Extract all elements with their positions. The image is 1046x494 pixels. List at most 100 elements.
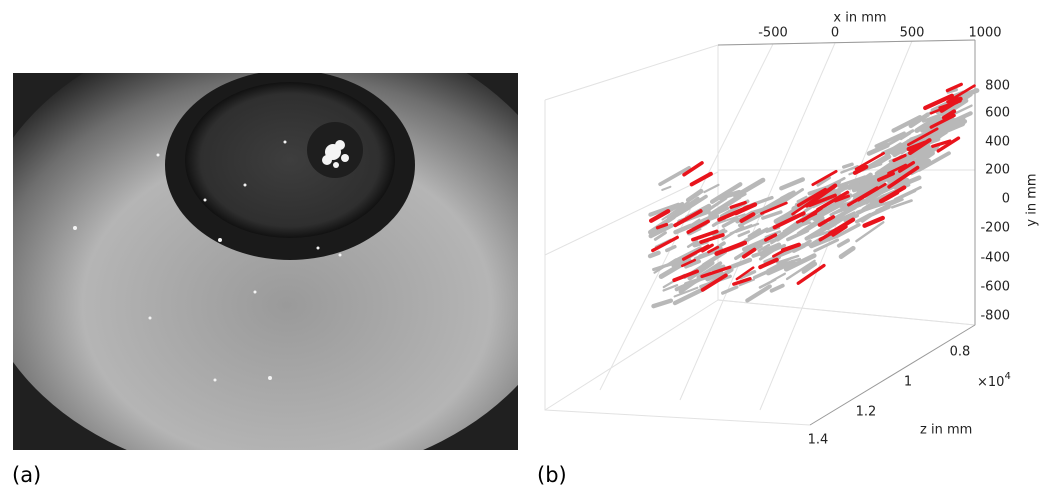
x-tick-label: -500 bbox=[758, 26, 788, 41]
streak bbox=[817, 213, 846, 233]
streak bbox=[673, 286, 699, 298]
streak bbox=[876, 171, 895, 182]
streak bbox=[813, 238, 840, 253]
streak bbox=[751, 250, 765, 258]
z-axis-label: z in mm bbox=[920, 423, 972, 438]
streak bbox=[760, 201, 788, 215]
streak bbox=[887, 163, 908, 175]
streak bbox=[791, 243, 807, 253]
streak bbox=[838, 245, 856, 259]
streak bbox=[765, 259, 796, 276]
streak bbox=[769, 283, 785, 293]
streak bbox=[763, 249, 792, 264]
streak bbox=[735, 192, 747, 200]
y-tick-label: 400 bbox=[985, 135, 1010, 150]
streak bbox=[938, 117, 956, 130]
z-tick-label: 0.8 bbox=[950, 345, 971, 360]
streak bbox=[854, 151, 885, 171]
z-tick-label: 1.4 bbox=[808, 433, 829, 448]
y-tick-label: 0 bbox=[1002, 192, 1010, 207]
streak bbox=[732, 277, 752, 286]
y-axis-label: y in mm bbox=[1025, 173, 1040, 226]
streak bbox=[779, 177, 805, 191]
y-tick-label: -800 bbox=[980, 309, 1010, 324]
streak bbox=[857, 182, 887, 202]
streak bbox=[840, 165, 859, 174]
streak bbox=[836, 196, 851, 207]
streak bbox=[884, 129, 915, 148]
streak bbox=[799, 218, 826, 236]
streak bbox=[816, 190, 850, 212]
streak bbox=[874, 131, 906, 148]
x-tick-label: 500 bbox=[900, 26, 925, 41]
streak bbox=[708, 194, 742, 218]
streak bbox=[686, 219, 710, 235]
point-cloud bbox=[647, 82, 980, 309]
streak bbox=[783, 253, 817, 272]
streak bbox=[775, 217, 808, 240]
streak bbox=[666, 208, 683, 222]
streak bbox=[929, 101, 959, 115]
streak bbox=[717, 205, 751, 222]
streak bbox=[682, 161, 704, 177]
streak bbox=[785, 259, 816, 281]
streak bbox=[772, 247, 790, 258]
streak bbox=[672, 269, 700, 283]
z-tick-label: 1.2 bbox=[856, 405, 877, 420]
streak bbox=[914, 114, 941, 133]
streak bbox=[737, 230, 751, 238]
streak bbox=[864, 189, 886, 205]
streak bbox=[699, 233, 725, 244]
streak bbox=[691, 229, 719, 242]
streak bbox=[870, 195, 885, 205]
streak bbox=[700, 265, 732, 279]
streak bbox=[866, 142, 890, 156]
streak bbox=[672, 286, 706, 306]
streak bbox=[688, 228, 702, 236]
streak bbox=[887, 165, 920, 189]
streak bbox=[876, 178, 890, 185]
y-tick-label: 800 bbox=[985, 79, 1010, 94]
streak bbox=[889, 143, 909, 155]
streak bbox=[842, 162, 854, 169]
streak bbox=[729, 200, 747, 209]
y-tick-label: 200 bbox=[985, 163, 1010, 178]
streak bbox=[796, 263, 826, 285]
streak bbox=[764, 233, 778, 242]
streak bbox=[917, 151, 951, 172]
streak bbox=[880, 144, 900, 155]
streak bbox=[735, 266, 755, 281]
streak bbox=[908, 112, 930, 129]
streak bbox=[929, 113, 956, 129]
streak bbox=[901, 148, 923, 163]
y-tick-label: -400 bbox=[980, 251, 1010, 266]
streak bbox=[811, 203, 841, 221]
streak bbox=[680, 258, 697, 268]
streak bbox=[743, 227, 769, 243]
streak bbox=[761, 210, 783, 220]
streak bbox=[661, 200, 690, 221]
streak bbox=[700, 243, 714, 253]
panel-label: (b) bbox=[537, 463, 567, 487]
panel-label: (a) bbox=[12, 463, 41, 487]
streak bbox=[738, 270, 757, 280]
streak bbox=[878, 185, 907, 204]
streak bbox=[662, 284, 679, 292]
streak bbox=[658, 165, 691, 187]
streak bbox=[832, 180, 858, 197]
streak bbox=[816, 176, 831, 187]
streak bbox=[647, 250, 661, 259]
streak bbox=[808, 193, 837, 208]
multiplier-exponent: 4 bbox=[1004, 371, 1010, 382]
streak bbox=[946, 87, 958, 94]
streak bbox=[684, 273, 713, 286]
streak bbox=[763, 200, 781, 212]
streak bbox=[739, 212, 756, 223]
streak bbox=[758, 278, 777, 289]
y-tick-label: -600 bbox=[980, 280, 1010, 295]
streak bbox=[711, 264, 726, 272]
streak bbox=[931, 139, 952, 148]
streak bbox=[862, 215, 885, 228]
streak bbox=[708, 196, 728, 211]
